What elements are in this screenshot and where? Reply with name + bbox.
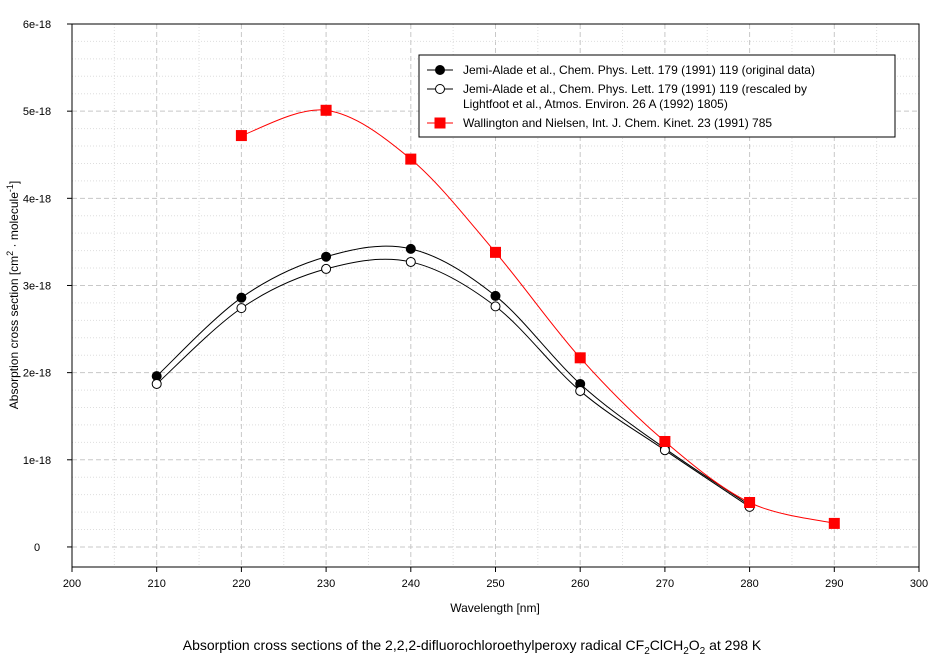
y-tick-label: 0: [34, 542, 40, 554]
series-2-point: [405, 256, 416, 267]
series-3-point: [490, 246, 501, 258]
series-2-point: [236, 303, 247, 314]
series-3-point: [405, 153, 417, 165]
series-3-line: [241, 109, 835, 524]
legend-item-1: Jemi-Alade et al., Chem. Phys. Lett. 179…: [427, 63, 815, 77]
legend-label: Wallington and Nielsen, Int. J. Chem. Ki…: [463, 116, 772, 130]
legend-label: Lightfoot et al., Atmos. Environ. 26 A (…: [463, 97, 728, 111]
x-tick-label: 200: [63, 578, 81, 590]
series-2-point: [321, 263, 332, 274]
legend-marker: [435, 65, 445, 75]
legend-marker: [434, 117, 446, 129]
y-tick-label: 6e-18: [23, 19, 51, 31]
figure-caption: Absorption cross sections of the 2,2,2-d…: [182, 637, 762, 657]
y-tick-label: 3e-18: [23, 280, 51, 292]
x-tick-label: 240: [402, 578, 420, 590]
axis-ticks: 200 210 220 230 240 250 260 270 280 290 300 0 1e-18 2…: [23, 19, 928, 590]
series-3-point: [235, 130, 247, 142]
y-tick-label: 5e-18: [23, 106, 51, 118]
x-tick-label: 270: [656, 578, 674, 590]
series-2-point: [151, 378, 162, 389]
x-axis-title: Wavelength [nm]: [450, 601, 540, 615]
y-axis-title: Absorption cross section [cm2 · molecule…: [5, 181, 21, 409]
x-tick-label: 290: [825, 578, 843, 590]
series-2-point: [490, 301, 501, 312]
series-1-point: [405, 243, 416, 254]
x-tick-label: 250: [486, 578, 504, 590]
series-2-point: [575, 385, 586, 396]
series-3-point: [574, 352, 586, 364]
x-tick-label: 280: [740, 578, 758, 590]
legend-box: [418, 54, 896, 138]
series-1-point: [236, 292, 247, 303]
legend-label: Jemi-Alade et al., Chem. Phys. Lett. 179…: [463, 82, 807, 96]
legend-item-2: Jemi-Alade et al., Chem. Phys. Lett. 179…: [427, 82, 807, 111]
series-group: [151, 104, 840, 529]
legend-marker: [435, 84, 445, 94]
x-tick-label: 230: [317, 578, 335, 590]
legend-label: Jemi-Alade et al., Chem. Phys. Lett. 179…: [463, 63, 815, 77]
y-tick-label: 1e-18: [23, 455, 51, 467]
y-tick-label: 4e-18: [23, 193, 51, 205]
legend: Jemi-Alade et al., Chem. Phys. Lett. 179…: [418, 54, 896, 138]
series-3: [235, 104, 840, 529]
series-3-point: [828, 517, 840, 529]
series-3-point: [744, 497, 756, 509]
legend-item-3: Wallington and Nielsen, Int. J. Chem. Ki…: [427, 116, 772, 130]
series-1-point: [490, 290, 501, 301]
series-1-point: [321, 251, 332, 262]
y-tick-label: 2e-18: [23, 368, 51, 380]
series-3-point: [659, 435, 671, 447]
x-tick-label: 300: [910, 578, 928, 590]
series-2-point: [659, 445, 670, 456]
series-1-line: [156, 245, 750, 506]
x-tick-label: 220: [232, 578, 250, 590]
series-3-point: [320, 104, 332, 116]
x-tick-label: 260: [571, 578, 589, 590]
series-1: [151, 243, 755, 511]
x-tick-label: 210: [148, 578, 166, 590]
